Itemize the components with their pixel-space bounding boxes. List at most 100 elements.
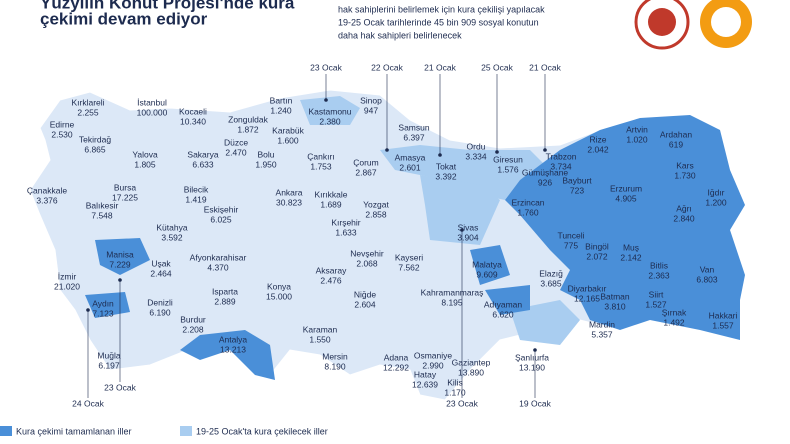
region-done: [180, 330, 275, 380]
province-value: 2.601: [399, 162, 421, 172]
province-name: Kastamonu: [309, 106, 352, 116]
province-value: 9.609: [476, 269, 498, 279]
province-name: Şanlıurfa: [515, 352, 549, 362]
province-name: Gaziantep: [452, 357, 491, 367]
date-dot: [118, 278, 122, 282]
province-name: Kırıkkale: [314, 189, 347, 199]
province-value: 2.208: [182, 324, 204, 334]
province-name: Denizli: [147, 297, 173, 307]
province-name: Manisa: [106, 249, 134, 259]
province-value: 4.370: [207, 262, 229, 272]
province-value: 12.165: [574, 293, 600, 303]
province-name: Kocaeli: [179, 106, 207, 116]
province-value: 2.889: [214, 296, 236, 306]
province-name: Uşak: [151, 258, 171, 268]
province-name: Kars: [676, 160, 693, 170]
title: Yüzyılın Konut Projesi'nde kura: [40, 0, 295, 12]
province-name: Bayburt: [562, 175, 592, 185]
province-name: Rize: [589, 134, 606, 144]
province-name: Karabük: [272, 125, 304, 135]
province-name: Çanakkale: [27, 185, 67, 195]
province-value: 2.042: [587, 144, 609, 154]
province-value: 775: [564, 240, 578, 250]
province-value: 10.340: [180, 116, 206, 126]
province-value: 2.255: [77, 107, 99, 117]
province-name: Erzincan: [511, 197, 544, 207]
province-value: 13.190: [519, 362, 545, 372]
province-name: Karaman: [303, 324, 338, 334]
province-name: Van: [700, 264, 715, 274]
province-value: 1.550: [309, 334, 331, 344]
province-value: 6.633: [192, 159, 214, 169]
province-name: İzmir: [58, 271, 77, 281]
province-name: Diyarbakır: [568, 283, 607, 293]
date-dot: [460, 228, 464, 232]
province-value: 3.376: [36, 195, 58, 205]
province-value: 3.810: [604, 301, 626, 311]
province-value: 8.190: [324, 361, 346, 371]
region-done: [95, 238, 150, 275]
province-name: Bolu: [257, 149, 274, 159]
region-done: [470, 245, 510, 285]
province-value: 1.805: [134, 159, 156, 169]
province-name: Gümüşhane: [522, 167, 569, 177]
province-name: Iğdır: [707, 187, 724, 197]
province-name: Nevşehir: [350, 248, 384, 258]
province-name: Kırklareli: [71, 97, 104, 107]
province-name: Muş: [623, 242, 639, 252]
province-name: Kırşehir: [331, 217, 360, 227]
province-name: Afyonkarahisar: [190, 252, 247, 262]
province-name: Muğla: [97, 350, 120, 360]
province-value: 1.492: [663, 317, 685, 327]
province-value: 1.240: [270, 105, 292, 115]
date-label: 23 Ocak: [446, 398, 478, 408]
province-name: Yalova: [132, 149, 158, 159]
province-value: 1.600: [277, 135, 299, 145]
province-value: 15.000: [266, 291, 292, 301]
province-value: 1.872: [237, 124, 259, 134]
province-name: Samsun: [398, 122, 429, 132]
date-dot: [495, 150, 499, 154]
province-name: Ardahan: [660, 129, 692, 139]
province-value: 6.803: [696, 274, 718, 284]
province-name: Ağrı: [676, 203, 692, 213]
province-value: 12.639: [412, 379, 438, 389]
province-name: Hakkari: [709, 310, 738, 320]
region-done: [485, 285, 530, 315]
province-name: Ankara: [276, 187, 303, 197]
region-pending: [300, 96, 360, 125]
province-value: 2.142: [620, 252, 642, 262]
province-value: 2.858: [365, 209, 387, 219]
logo: [711, 7, 741, 37]
province-value: 3.392: [435, 171, 457, 181]
province-name: Siirt: [649, 289, 664, 299]
province-name: Bilecik: [184, 184, 209, 194]
province-value: 17.225: [112, 192, 138, 202]
intro: 19-25 Ocak tarihlerinde 45 bin 909 sosya…: [338, 17, 539, 27]
province-value: 926: [538, 177, 552, 187]
date-dot: [324, 98, 328, 102]
province-value: 2.072: [586, 251, 608, 261]
date-dot: [86, 308, 90, 312]
province-name: Kütahya: [156, 222, 187, 232]
province-name: Batman: [600, 291, 630, 301]
province-value: 2.476: [320, 275, 342, 285]
date-dot: [543, 148, 547, 152]
province-value: 1.753: [310, 161, 332, 171]
province-name: Aydın: [92, 298, 114, 308]
province-name: Bartın: [270, 95, 293, 105]
province-name: Bitlis: [650, 260, 668, 270]
province-name: Artvin: [626, 124, 648, 134]
province-value: 100.000: [137, 107, 168, 117]
legend-label: 19-25 Ocak'ta kura çekilecek iller: [196, 426, 328, 436]
province-name: Hatay: [414, 369, 437, 379]
province-value: 6.620: [492, 309, 514, 319]
province-value: 3.334: [465, 151, 487, 161]
province-value: 12.292: [383, 362, 409, 372]
province-value: 6.397: [403, 132, 425, 142]
province-value: 1.576: [497, 164, 519, 174]
province-value: 1.633: [335, 227, 357, 237]
region-done: [505, 115, 745, 340]
province-value: 5.357: [591, 329, 613, 339]
date-label: 23 Ocak: [310, 62, 342, 72]
